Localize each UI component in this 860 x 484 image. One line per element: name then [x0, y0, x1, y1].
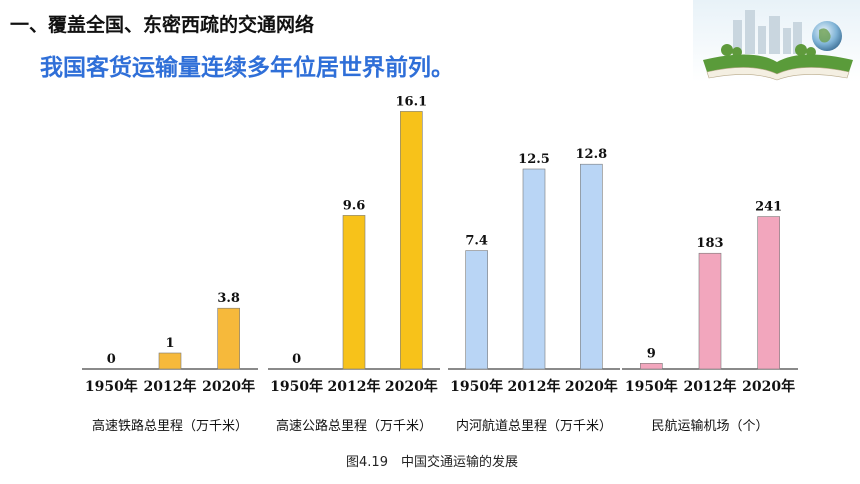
value-label-g3-1: 7.4: [465, 234, 488, 249]
value-label-g2-2: 9.6: [343, 198, 366, 213]
tick-label-g2-3: 2020年: [385, 378, 438, 395]
figure-caption: 图4.19 中国交通运输的发展: [346, 454, 518, 470]
bar-g3-3: [580, 163, 603, 370]
section-heading: 一、覆盖全国、东密西疏的交通网络: [10, 14, 315, 36]
bar-g4-1: [640, 363, 663, 370]
group-label-4: 民航运输机场（个）: [651, 418, 768, 434]
bar-g2-3: [400, 111, 423, 370]
bar-g4-3: [757, 216, 780, 370]
tick-label-g4-2: 2012年: [684, 378, 737, 395]
tick-label-g3-2: 2012年: [508, 378, 561, 395]
tick-label-g2-1: 1950年: [270, 378, 323, 395]
tick-label-g4-1: 1950年: [625, 378, 678, 395]
bar-g4-2: [698, 252, 722, 370]
bar-g3-2: [522, 168, 546, 370]
value-label-g1-3: 3.8: [217, 291, 240, 306]
group-label-2: 高速公路总里程（万千米）: [276, 418, 432, 434]
value-label-g3-3: 12.8: [575, 147, 607, 162]
tick-label-g4-3: 2020年: [742, 378, 795, 395]
value-label-g2-1: 0: [292, 352, 301, 367]
bar-g1-2: [158, 352, 182, 370]
section-subheading: 我国客货运输量连续多年位居世界前列。: [40, 55, 454, 81]
value-label-g3-2: 12.5: [518, 152, 550, 167]
bar-g1-3: [217, 307, 240, 370]
tick-label-g1-1: 1950年: [85, 378, 138, 395]
tick-label-g1-3: 2020年: [202, 378, 255, 395]
tick-label-g1-2: 2012年: [144, 378, 197, 395]
tick-label-g3-3: 2020年: [565, 378, 618, 395]
value-label-g1-1: 0: [107, 352, 116, 367]
group-label-1: 高速铁路总里程（万千米）: [92, 418, 248, 434]
bar-g2-2: [342, 215, 366, 370]
value-label-g2-3: 16.1: [395, 94, 427, 109]
value-label-g4-3: 241: [755, 200, 782, 215]
value-label-g1-2: 1: [165, 336, 174, 351]
value-label-g4-1: 9: [647, 346, 656, 361]
value-label-g4-2: 183: [696, 236, 723, 251]
tick-label-g3-1: 1950年: [450, 378, 503, 395]
group-label-3: 内河航道总里程（万千米）: [456, 418, 612, 434]
bar-g3-1: [465, 250, 488, 370]
tick-label-g2-2: 2012年: [328, 378, 381, 395]
book-city-globe-illustration: [693, 0, 860, 82]
